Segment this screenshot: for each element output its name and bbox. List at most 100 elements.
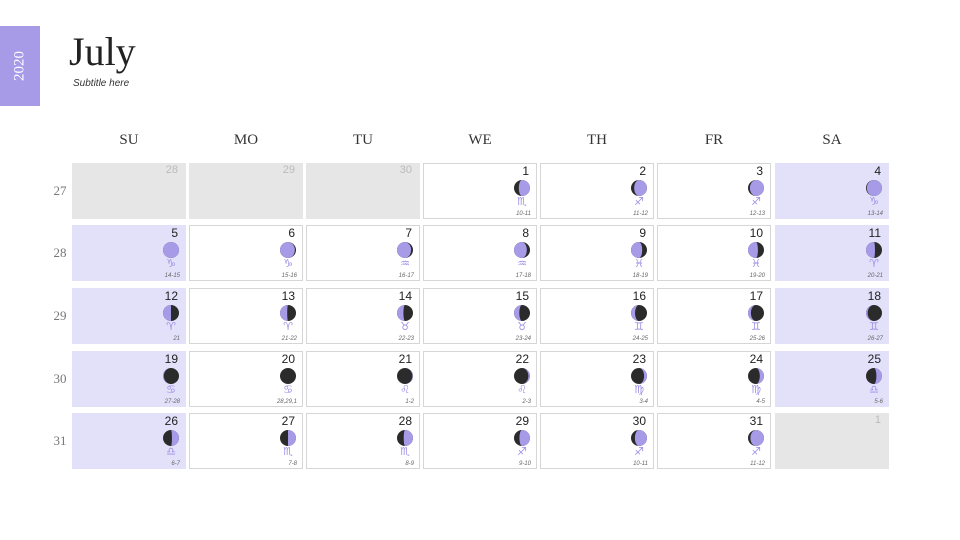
day-cell[interactable]: 17 ♊︎ 25-26: [657, 288, 771, 344]
day-number: 28: [165, 164, 178, 176]
moon-lit-part: [514, 242, 527, 258]
moon-lit-part: [403, 430, 413, 446]
zodiac-sign-icon: ♑︎: [869, 195, 879, 208]
zodiac-sign-icon: ♒︎: [517, 257, 527, 270]
day-cell[interactable]: 13 ♈︎ 21-22: [189, 288, 303, 344]
zodiac-sign-icon: ♎︎: [166, 445, 176, 458]
day-cell[interactable]: 7 ♒︎ 16-17: [306, 225, 420, 281]
moon-phase-icon: [631, 305, 647, 321]
day-cell[interactable]: 28: [72, 163, 186, 219]
day-number: 7: [405, 226, 412, 240]
day-cell[interactable]: 14 ♉︎ 22-23: [306, 288, 420, 344]
day-cell[interactable]: 4 ♑︎ 13-14: [775, 163, 889, 219]
moon-phase-icon: [397, 242, 413, 258]
lunar-day-range: 25-26: [749, 336, 765, 342]
zodiac-sign-icon: ♍︎: [634, 383, 644, 396]
moon-phase-icon: [866, 368, 882, 384]
week-number: 30: [53, 371, 67, 386]
day-number: 9: [639, 226, 646, 240]
day-number: 6: [288, 226, 295, 240]
lunar-day-range: 15-16: [281, 273, 297, 279]
day-number: 26: [164, 414, 178, 428]
week-number: 29: [53, 308, 67, 323]
day-cell[interactable]: 30: [306, 163, 420, 219]
day-cell[interactable]: 23 ♍︎ 3-4: [540, 351, 654, 407]
lunar-day-range: 11-12: [750, 461, 765, 467]
day-of-week-header: TH: [587, 132, 607, 148]
day-number: 15: [515, 289, 529, 303]
lunar-day-range: 6-7: [171, 461, 180, 467]
day-number: 30: [399, 164, 412, 176]
moon-phase-icon: [514, 180, 530, 196]
day-cell[interactable]: 29 ♐︎ 9-10: [423, 413, 537, 469]
moon-shadow: [163, 368, 179, 384]
moon-shadow: [397, 368, 413, 384]
moon-lit-part: [631, 305, 639, 321]
day-cell[interactable]: 22 ♌︎ 2-3: [423, 351, 537, 407]
day-of-week-header: WE: [468, 132, 492, 148]
lunar-day-range: 21: [173, 336, 180, 342]
day-cell[interactable]: 10 ♓︎ 19-20: [657, 225, 771, 281]
day-cell[interactable]: 30 ♐︎ 10-11: [540, 413, 654, 469]
day-of-week-header: SA: [822, 132, 842, 148]
lunar-day-range: 2-3: [522, 399, 531, 405]
day-cell[interactable]: 27 ♏︎ 7-8: [189, 413, 303, 469]
day-cell[interactable]: 11 ♈︎ 20-21: [775, 225, 889, 281]
moon-phase-icon: [748, 368, 764, 384]
moon-lit-part: [634, 430, 647, 446]
moon-phase-icon: [748, 242, 764, 258]
moon-lit-part: [756, 368, 764, 384]
zodiac-sign-icon: ♋︎: [283, 383, 293, 396]
day-cell[interactable]: 6 ♑︎ 15-16: [189, 225, 303, 281]
day-cell[interactable]: 20 ♋︎ 28,29,1: [189, 351, 303, 407]
lunar-day-range: 9-10: [518, 461, 531, 467]
day-number: 20: [281, 352, 295, 366]
day-cell[interactable]: 18 ♊︎ 26-27: [775, 288, 889, 344]
day-cell[interactable]: 25 ♎︎ 5-6: [775, 351, 889, 407]
zodiac-sign-icon: ♈︎: [166, 320, 176, 333]
lunar-day-range: 16-17: [398, 273, 414, 279]
day-cell[interactable]: 1 ♏︎ 10-11: [423, 163, 537, 219]
lunar-day-range: 26-27: [867, 336, 883, 342]
moon-phase-icon: [163, 368, 179, 384]
day-cell[interactable]: 15 ♉︎ 23-24: [423, 288, 537, 344]
day-cell[interactable]: 16 ♊︎ 24-25: [540, 288, 654, 344]
moon-phase-icon: [631, 368, 647, 384]
day-cell[interactable]: 3 ♐︎ 12-13: [657, 163, 771, 219]
day-number: 29: [515, 414, 529, 428]
lunar-day-range: 27-28: [164, 399, 180, 405]
lunar-day-range: 23-24: [515, 336, 531, 342]
day-number: 4: [874, 164, 881, 178]
moon-phase-icon: [748, 305, 764, 321]
day-cell[interactable]: 21 ♌︎ 1-2: [306, 351, 420, 407]
day-number: 19: [164, 352, 178, 366]
day-cell[interactable]: 1: [775, 413, 889, 469]
moon-lit-part: [522, 368, 530, 384]
zodiac-sign-icon: ♏︎: [400, 445, 410, 458]
day-cell[interactable]: 8 ♒︎ 17-18: [423, 225, 537, 281]
day-cell[interactable]: 31 ♐︎ 11-12: [657, 413, 771, 469]
zodiac-sign-icon: ♐︎: [634, 445, 644, 458]
zodiac-sign-icon: ♏︎: [517, 195, 527, 208]
day-cell[interactable]: 19 ♋︎ 27-28: [72, 351, 186, 407]
moon-phase-icon: [163, 242, 179, 258]
day-cell[interactable]: 29: [189, 163, 303, 219]
day-cell[interactable]: 24 ♍︎ 4-5: [657, 351, 771, 407]
moon-phase-icon: [280, 242, 296, 258]
day-cell[interactable]: 28 ♏︎ 8-9: [306, 413, 420, 469]
moon-shadow: [748, 305, 764, 321]
day-cell[interactable]: 9 ♓︎ 18-19: [540, 225, 654, 281]
moon-lit-part: [519, 430, 530, 446]
lunar-day-range: 8-9: [405, 461, 414, 467]
moon-phase-icon: [631, 430, 647, 446]
day-cell[interactable]: 2 ♐︎ 11-12: [540, 163, 654, 219]
lunar-day-range: 10-11: [516, 211, 531, 217]
moon-phase-icon: [163, 430, 179, 446]
day-number: 27: [281, 414, 295, 428]
day-cell[interactable]: 12 ♈︎ 21: [72, 288, 186, 344]
moon-lit-part: [749, 180, 764, 196]
moon-shadow: [631, 368, 647, 384]
day-cell[interactable]: 5 ♑︎ 14-15: [72, 225, 186, 281]
lunar-day-range: 19-20: [749, 273, 765, 279]
day-cell[interactable]: 26 ♎︎ 6-7: [72, 413, 186, 469]
